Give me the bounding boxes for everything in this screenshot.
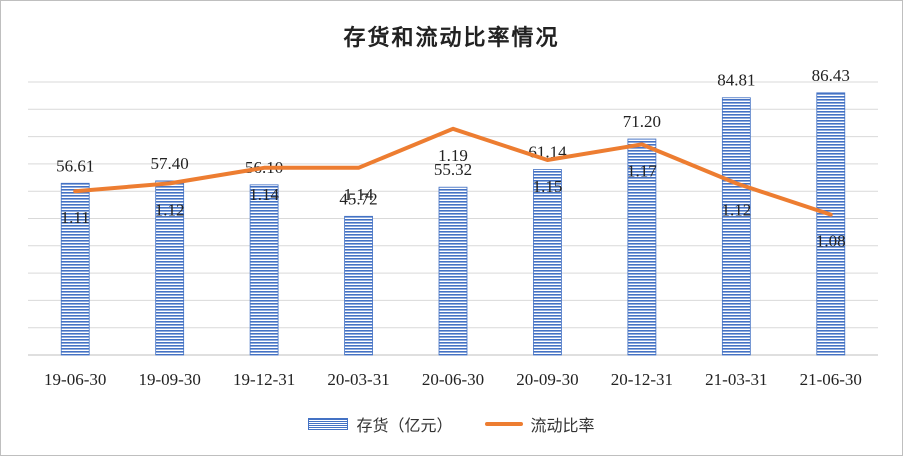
line-data-label: 1.14	[249, 185, 279, 204]
bar-data-label: 55.32	[434, 160, 472, 179]
bar	[155, 180, 185, 356]
legend-item-inventory: 存货（亿元）	[308, 412, 453, 436]
bar	[438, 186, 468, 356]
legend-item-current-ratio: 流动比率	[484, 412, 595, 436]
current-ratio-line	[73, 126, 833, 217]
bar	[721, 97, 751, 356]
line-data-label: 1.15	[533, 177, 563, 196]
x-tick-label: 19-12-31	[233, 370, 295, 389]
x-tick-label: 20-09-30	[516, 370, 578, 389]
line-data-labels: 1.11 1.12 1.14 1.14 1.19 1.15 1.17 1.12 1.08	[61, 146, 846, 251]
line-data-label: 1.17	[627, 161, 657, 180]
chart-title: 存货和流动比率情况	[343, 26, 560, 51]
line-data-label: 1.14	[344, 185, 374, 204]
line-data-label: 1.19	[438, 146, 468, 165]
bar	[533, 169, 562, 356]
line-data-label: 1.11	[61, 208, 90, 227]
bar	[60, 182, 90, 356]
legend-label-current-ratio: 流动比率	[530, 416, 595, 435]
x-tick-label: 19-06-30	[44, 370, 106, 389]
x-tick-label: 20-03-31	[327, 370, 389, 389]
line-data-label: 1.08	[816, 232, 846, 251]
line-series	[73, 126, 833, 217]
bar-data-label: 57.40	[151, 154, 189, 173]
line-data-label: 1.12	[721, 200, 751, 219]
legend-swatch-bar	[308, 418, 349, 430]
bar-series	[60, 92, 846, 356]
bar	[249, 184, 279, 356]
line-data-label: 1.12	[155, 200, 185, 219]
bar-data-label: 86.43	[812, 66, 850, 85]
legend-swatch-line	[484, 422, 523, 426]
bar-data-label: 56.61	[56, 156, 94, 175]
bar	[816, 92, 846, 356]
bar-data-label: 71.20	[623, 112, 661, 131]
x-tick-label: 21-03-31	[705, 370, 767, 389]
x-tick-label: 20-12-31	[611, 370, 673, 389]
bar-data-label: 84.81	[717, 71, 755, 90]
legend-label-inventory: 存货（亿元）	[356, 416, 453, 435]
x-tick-label: 19-09-30	[139, 370, 201, 389]
x-tick-labels: 19-06-30 19-09-30 19-12-31 20-03-31 20-06-30…	[44, 370, 862, 389]
legend: 存货（亿元） 流动比率	[0, 412, 903, 436]
x-tick-label: 20-06-30	[422, 370, 484, 389]
bar	[344, 215, 373, 356]
bar-data-label: 45.72	[339, 189, 377, 208]
bar	[627, 138, 657, 356]
x-tick-label: 21-06-30	[800, 370, 862, 389]
